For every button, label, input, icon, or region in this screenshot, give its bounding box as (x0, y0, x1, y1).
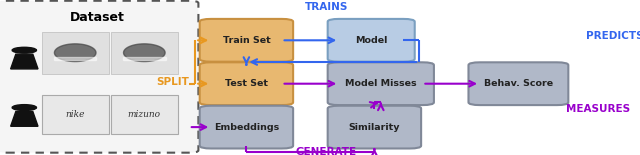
FancyBboxPatch shape (42, 32, 109, 74)
Text: Similarity: Similarity (349, 123, 400, 132)
Text: SPLIT: SPLIT (156, 78, 189, 87)
Text: Embeddings: Embeddings (214, 123, 279, 132)
FancyBboxPatch shape (200, 19, 293, 62)
Polygon shape (54, 44, 96, 62)
Text: nike: nike (65, 110, 85, 119)
FancyBboxPatch shape (111, 32, 178, 74)
FancyBboxPatch shape (328, 106, 421, 148)
FancyBboxPatch shape (328, 19, 415, 62)
FancyBboxPatch shape (42, 95, 109, 134)
Text: mizuno: mizuno (128, 110, 161, 119)
Text: Train Set: Train Set (223, 36, 270, 45)
FancyBboxPatch shape (328, 62, 434, 105)
Text: MEASURES: MEASURES (566, 104, 630, 113)
Polygon shape (124, 44, 165, 62)
Polygon shape (11, 54, 38, 69)
Text: GENERATE: GENERATE (296, 147, 357, 155)
Text: Behav. Score: Behav. Score (484, 79, 553, 88)
FancyBboxPatch shape (111, 95, 178, 134)
Circle shape (12, 105, 36, 111)
Text: Model: Model (355, 36, 387, 45)
FancyBboxPatch shape (200, 62, 293, 105)
Text: TRAINS: TRAINS (305, 2, 348, 12)
Polygon shape (11, 112, 38, 126)
FancyBboxPatch shape (468, 62, 568, 105)
Polygon shape (54, 57, 97, 60)
FancyBboxPatch shape (0, 1, 198, 153)
Text: Model Misses: Model Misses (345, 79, 417, 88)
Circle shape (12, 47, 36, 53)
Text: PREDICTS: PREDICTS (586, 31, 640, 41)
Text: Dataset: Dataset (70, 11, 125, 24)
FancyBboxPatch shape (200, 106, 293, 148)
Text: Test Set: Test Set (225, 79, 268, 88)
Polygon shape (123, 57, 166, 60)
